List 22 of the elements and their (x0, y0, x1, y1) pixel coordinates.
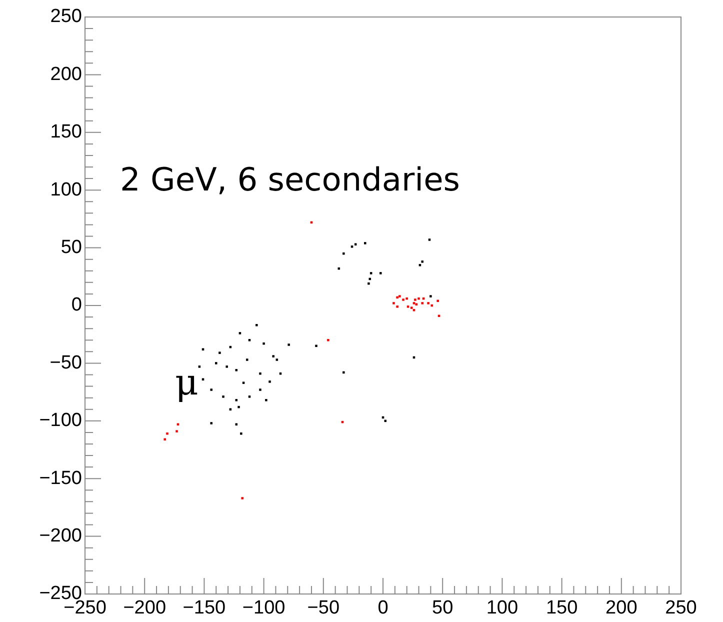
x-tick-label: −50 (307, 598, 340, 619)
y-tick-label: −150 (39, 468, 82, 489)
y-tick-label: −50 (50, 352, 82, 374)
y-tick-label: 150 (50, 122, 82, 143)
x-tick-label: 150 (546, 598, 578, 619)
x-tick-label: 50 (432, 598, 454, 619)
y-tick-label: 0 (71, 294, 82, 316)
y-tick-label: 250 (50, 6, 82, 28)
x-tick-label: −100 (242, 598, 286, 619)
x-tick-label: −150 (182, 598, 226, 619)
y-tick-label: −200 (39, 526, 82, 547)
x-tick-label: 100 (486, 598, 518, 619)
y-tick-label: 200 (50, 64, 82, 85)
y-tick-label: 50 (60, 237, 82, 258)
x-tick-label: 200 (606, 598, 638, 619)
x-tick-label: 250 (665, 598, 697, 619)
annotation: μ (175, 362, 198, 404)
y-tick-label: −100 (39, 410, 82, 432)
x-tick-label: −200 (123, 598, 166, 619)
annotation: 2 GeV, 6 secondaries (120, 160, 460, 198)
y-tick-label: 100 (50, 179, 82, 200)
x-tick-label: 0 (378, 598, 388, 619)
